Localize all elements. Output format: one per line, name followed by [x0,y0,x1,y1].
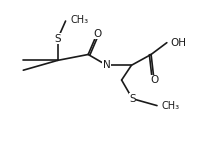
Text: N: N [103,60,111,70]
Text: S: S [129,94,136,104]
Text: O: O [93,29,101,39]
Text: CH₃: CH₃ [162,101,180,111]
Text: S: S [54,34,61,44]
Text: CH₃: CH₃ [71,15,89,25]
Text: OH: OH [171,38,187,48]
Text: O: O [150,75,158,85]
